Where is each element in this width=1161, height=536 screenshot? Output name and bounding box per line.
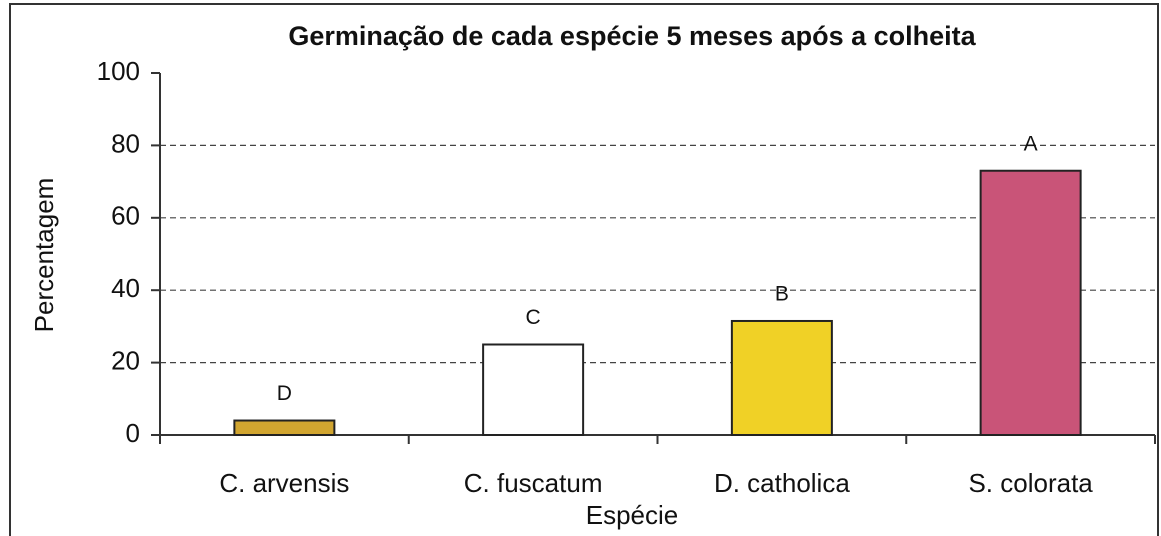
bar — [730, 319, 833, 436]
x-axis-label: Espécie — [586, 500, 679, 530]
x-tick-label: D. catholica — [714, 468, 850, 498]
y-tick-label: 100 — [97, 56, 140, 86]
y-tick-label: 20 — [111, 345, 140, 375]
bar-annotation: D — [277, 382, 292, 405]
chart-title: Germinação de cada espécie 5 meses após … — [288, 21, 976, 51]
bar — [482, 343, 585, 436]
x-tick-label: C. fuscatum — [464, 468, 603, 498]
bar — [233, 419, 336, 436]
bar — [979, 169, 1082, 437]
x-tick-label: S. colorata — [968, 468, 1093, 498]
y-tick-label: 40 — [111, 273, 140, 303]
x-tick-label: C. arvensis — [219, 468, 349, 498]
bar-annotation: C — [526, 306, 541, 329]
y-tick-label: 0 — [126, 418, 140, 448]
y-axis-label: Percentagem — [29, 178, 59, 333]
chart-frame — [9, 3, 1159, 536]
y-tick-label: 60 — [111, 201, 140, 231]
y-tick-label: 80 — [111, 128, 140, 158]
bar-annotation: B — [775, 283, 789, 306]
bar-annotation: A — [1024, 132, 1038, 155]
